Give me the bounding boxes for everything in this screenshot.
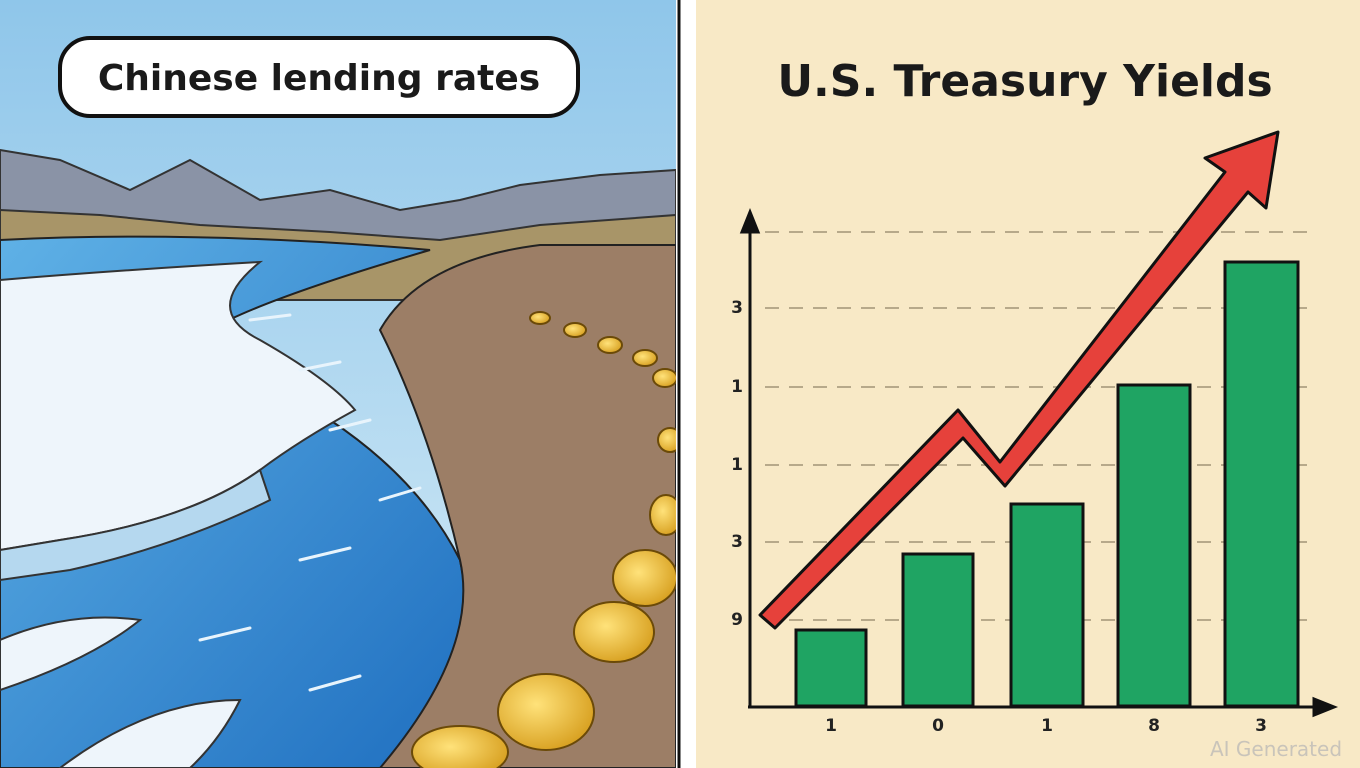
coins-part [497, 673, 595, 751]
water-ripples-part [328, 418, 372, 432]
water-ripples-part [298, 360, 342, 372]
y-axis-label: 3 [731, 532, 743, 552]
right-panel: U.S. Treasury Yields 3 1 1 3 9 1 0 1 8 3 AI Gene… [696, 0, 1360, 768]
watermark: AI Generated [1210, 737, 1342, 761]
bars [794, 260, 1300, 708]
label-box [58, 36, 580, 118]
water-ripples [198, 313, 422, 692]
ice-edge [0, 468, 272, 582]
water-ripples-part [308, 674, 362, 692]
x-axis-label: 0 [932, 716, 944, 736]
coins-part [411, 725, 509, 768]
axes [739, 207, 1339, 718]
coins [411, 311, 683, 768]
x-axis-label: 1 [825, 716, 837, 736]
divider [676, 0, 696, 768]
y-axis-label: 1 [731, 377, 743, 397]
chart-title: U.S. Treasury Yields [777, 56, 1272, 107]
panel-label: Chinese lending rates [98, 58, 540, 99]
axes-part [739, 207, 761, 234]
axes-part [1312, 696, 1339, 718]
bars-part [901, 552, 975, 708]
water-ripples-part [198, 626, 252, 642]
coins-part [529, 311, 551, 325]
coins-part [563, 322, 587, 338]
y-axis-label: 9 [731, 610, 743, 630]
coins-part [573, 601, 655, 663]
bars-part [794, 628, 868, 708]
coins-part [652, 368, 678, 388]
coins-part [632, 349, 658, 367]
bars-part [1223, 260, 1300, 708]
water-ripples-part [298, 546, 352, 562]
coins-part [597, 336, 623, 354]
ice-floe [58, 698, 242, 768]
trend-arrow [758, 130, 1280, 630]
x-axis-label: 8 [1148, 716, 1160, 736]
ice-floe [0, 616, 143, 692]
x-axis-label: 3 [1255, 716, 1267, 736]
y-axis-label: 3 [731, 298, 743, 318]
x-axis-label: 1 [1041, 716, 1053, 736]
coins-part [612, 549, 678, 607]
left-panel: Chinese lending rates [0, 0, 683, 768]
water-ripples-part [378, 486, 422, 502]
x-axis-labels: 1 0 1 8 3 [825, 716, 1267, 736]
y-axis-labels: 3 1 1 3 9 [731, 298, 743, 630]
bars-part [1009, 502, 1085, 708]
bars-part [1116, 383, 1192, 708]
water-ripples-part [248, 313, 292, 322]
y-axis-label: 1 [731, 455, 743, 475]
